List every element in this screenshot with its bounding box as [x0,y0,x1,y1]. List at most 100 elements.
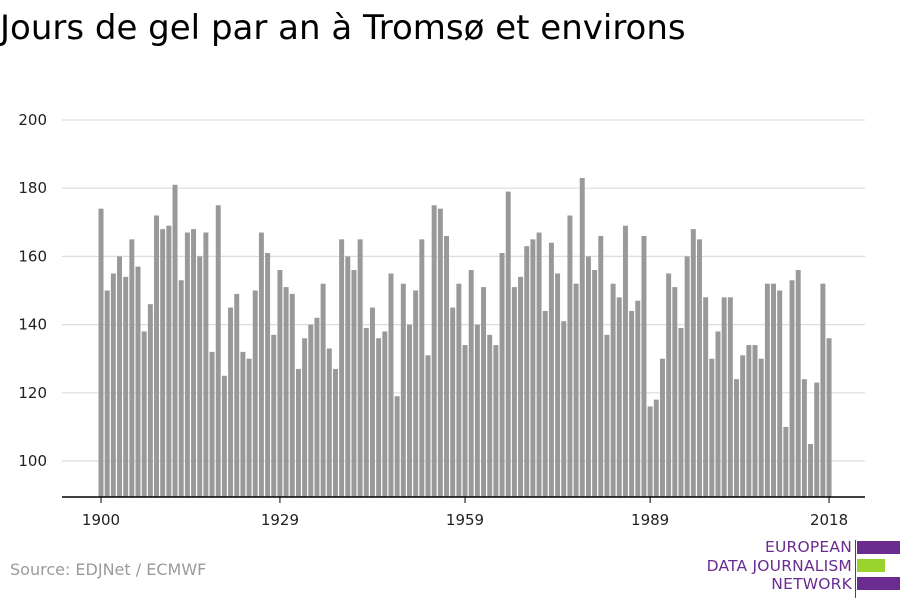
bar-1922 [234,293,240,497]
y-tick-label-100: 100 [18,452,47,470]
bar-1933 [302,338,308,497]
bar-1998 [703,297,709,497]
bar-1915 [191,229,197,497]
y-tick-label-160: 160 [18,247,47,265]
bar-1903 [117,256,122,497]
bar-1977 [573,283,579,497]
bar-1980 [592,270,598,497]
bar-1947 [388,273,394,497]
bar-1901 [104,290,110,497]
bar-1949 [400,283,406,497]
bar-1938 [332,368,338,497]
bar-1916 [197,256,203,497]
bar-2010 [777,290,783,497]
bar-1911 [166,225,172,497]
bar-1991 [659,358,665,497]
edjnet-logo: EUROPEAN DATA JOURNALISM NETWORK [700,538,900,598]
bar-1969 [524,246,530,497]
bar-1945 [376,338,382,497]
bar-1937 [326,348,332,497]
x-tick-label-1929: 1929 [261,511,299,529]
logo-divider [855,540,856,598]
bar-1906 [135,266,141,497]
bar-1920 [221,375,227,497]
bar-1961 [474,324,480,497]
x-tick-label-1900: 1900 [82,511,120,529]
bar-1948 [394,396,400,497]
logo-text: EUROPEAN DATA JOURNALISM NETWORK [707,538,852,594]
bar-1960 [468,270,474,497]
bar-1909 [154,215,160,498]
bar-1974 [555,273,561,497]
bar-1985 [622,225,628,497]
bar-1988 [641,235,647,497]
bar-2017 [820,283,826,497]
bar-1989 [647,406,653,497]
bar-1981 [598,235,604,497]
bar-1946 [382,331,388,497]
bar-2003 [734,379,739,497]
bar-1976 [567,215,573,498]
bar-1967 [511,287,517,497]
bar-1953 [425,355,431,497]
bar-1902 [110,273,116,497]
bar-1996 [690,229,696,497]
bar-1950 [407,324,412,497]
bar-1927 [265,252,271,497]
bar-1990 [653,399,659,497]
bar-1984 [616,297,622,497]
bar-1914 [184,232,190,497]
bar-1919 [215,205,221,497]
bar-1997 [697,239,702,497]
y-tick-label-200: 200 [18,111,47,129]
y-tick-label-180: 180 [18,179,47,197]
bar-1932 [295,368,301,497]
bar-1979 [585,256,591,497]
x-tick-label-1989: 1989 [631,511,669,529]
bar-1986 [629,310,635,497]
bar-1940 [345,256,351,497]
bar-1924 [246,358,252,497]
bar-1921 [228,307,234,497]
bar-1908 [147,304,153,497]
bar-1955 [437,208,443,497]
logo-bar-top [857,541,900,554]
bar-1900 [98,208,104,497]
bar-2007 [758,358,764,497]
bar-1957 [450,307,456,497]
bar-2001 [721,297,727,497]
bar-1925 [252,290,258,497]
bar-1983 [610,283,616,497]
bar-1999 [709,358,715,497]
source-note: Source: EDJNet / ECMWF [10,560,207,579]
bar-2008 [764,283,770,497]
bar-1994 [678,328,684,497]
bar-2002 [727,297,733,497]
bar-2009 [771,283,777,497]
bar-1982 [604,334,610,497]
bar-1936 [320,283,326,497]
y-tick-label-120: 120 [18,384,47,402]
bar-1966 [505,191,511,498]
logo-line-1: EUROPEAN [764,538,852,556]
y-tick-label-140: 140 [18,316,47,334]
bar-2018 [826,338,832,497]
bar-1972 [542,310,548,497]
bar-2004 [740,355,746,497]
bar-2012 [789,280,795,497]
bar-1970 [530,239,536,497]
bar-1930 [283,287,289,497]
bar-1995 [684,256,690,497]
logo-bar-bottom [857,577,900,590]
logo-line-3: NETWORK [771,575,852,593]
x-tick-label-1959: 1959 [446,511,484,529]
bar-1959 [462,345,468,497]
bar-1993 [672,287,678,497]
bar-1975 [561,321,567,497]
bar-1917 [203,232,209,497]
bar-1918 [209,351,215,497]
bar-1965 [499,252,505,497]
bar-1912 [172,184,178,498]
bar-1935 [314,317,320,497]
